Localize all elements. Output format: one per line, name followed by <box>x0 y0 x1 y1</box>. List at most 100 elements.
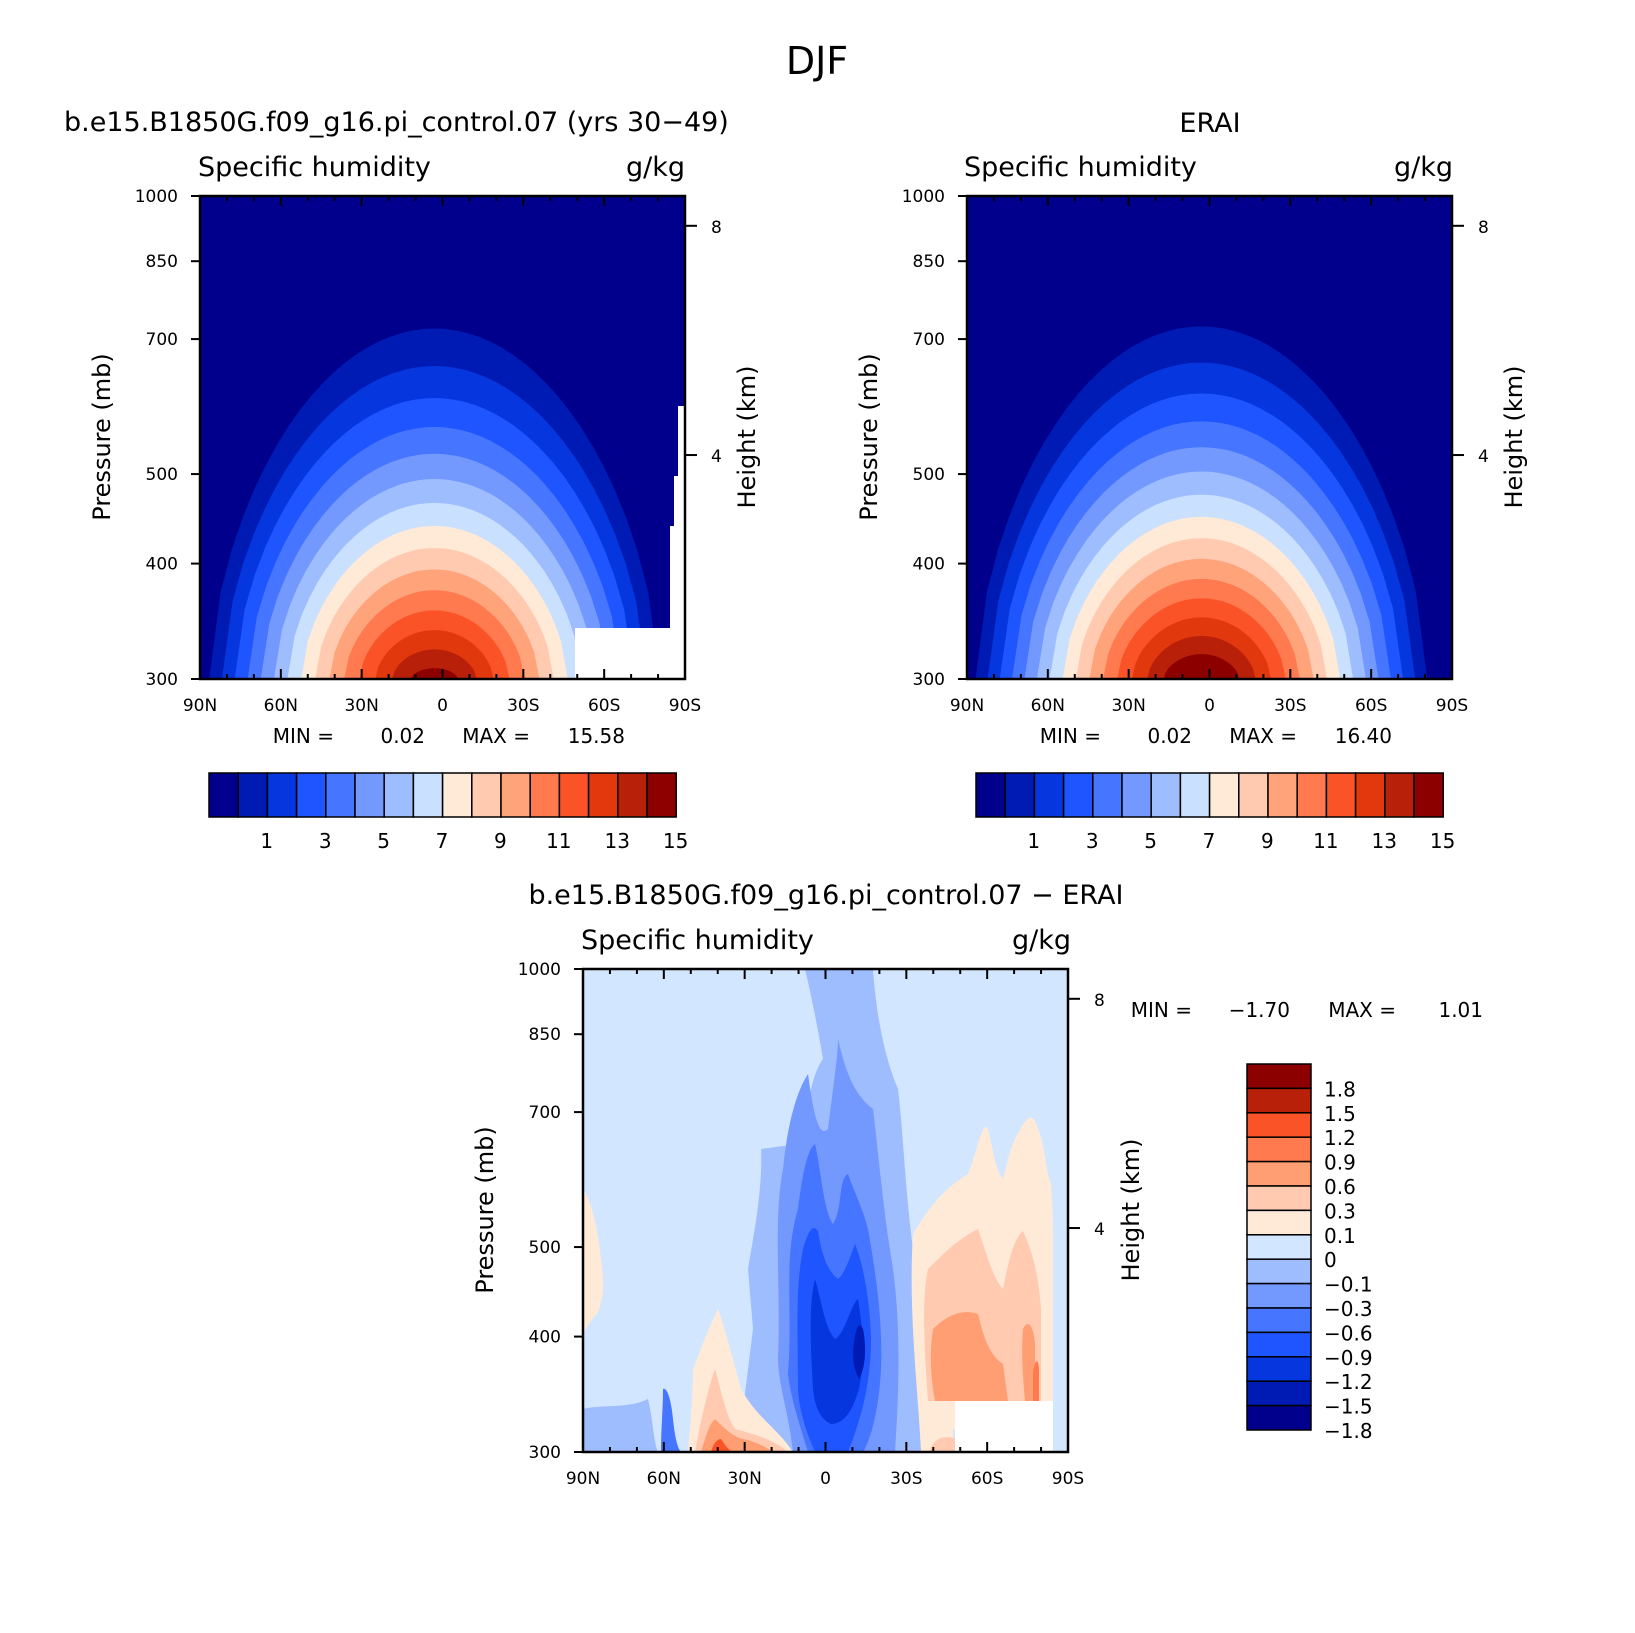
contour-band-level-15 <box>1163 654 1240 679</box>
colorbar-swatch <box>1246 1087 1312 1114</box>
panel-erai-plot-area <box>967 196 1452 679</box>
panel-model-contours <box>203 305 666 679</box>
y2-tick-label: 8 <box>1094 991 1105 1011</box>
x-tick-label: 90N <box>950 696 984 716</box>
panel-erai-min-value: 0.02 <box>1147 724 1192 748</box>
panel-difference-colorbar: 1.81.51.20.90.60.30.10−0.1−0.3−0.6−0.9−1… <box>1246 1063 1373 1443</box>
contour-band-level-15 <box>410 668 458 679</box>
panel-difference-missing-data-mask <box>955 1401 1053 1452</box>
panel-erai-title: ERAI <box>1179 108 1240 139</box>
y2-tick-label: 8 <box>711 218 722 238</box>
x-tick-label: 90N <box>566 1469 600 1489</box>
colorbar-swatch <box>237 772 269 818</box>
y-tick-label: 700 <box>913 330 945 350</box>
colorbar-label: 1.8 <box>1324 1077 1356 1101</box>
panel-erai-y2-axis-label: Height (km) <box>1500 366 1528 509</box>
difference-band-negative-south-pocket <box>661 1388 681 1452</box>
panel-erai-colorbar: 1 3 5 7 9 11 13 15 <box>975 772 1455 853</box>
difference-band-positive-0.6-midlat <box>711 1439 733 1452</box>
colorbar-label: 11 <box>546 829 571 853</box>
colorbar-label: 1.2 <box>1324 1126 1356 1150</box>
colorbar-swatch <box>1246 1063 1312 1090</box>
y2-tick-label: 4 <box>711 447 722 467</box>
colorbar-swatch <box>1246 1112 1312 1138</box>
panel-model-y2-axis-label: Height (km) <box>733 366 761 509</box>
colorbar-label: 7 <box>1203 829 1216 853</box>
colorbar-label: −0.9 <box>1324 1346 1373 1370</box>
panel-model-variable-label: Specific humidity <box>198 152 431 183</box>
x-tick-label: 90S <box>1052 1469 1084 1489</box>
colorbar-swatch <box>1179 772 1211 818</box>
colorbar-swatch <box>325 772 356 818</box>
colorbar-label: 15 <box>663 829 688 853</box>
difference-band-edge <box>1053 1179 1067 1452</box>
colorbar-swatch <box>1092 772 1123 818</box>
x-tick-label: 30N <box>727 1469 761 1489</box>
colorbar-swatch <box>587 772 619 818</box>
y-tick-label: 400 <box>146 555 178 575</box>
colorbar-swatch <box>1246 1307 1312 1334</box>
colorbar-swatch <box>1208 772 1240 818</box>
colorbar-label: −0.6 <box>1324 1321 1373 1345</box>
contour-band-level-14 <box>392 649 477 679</box>
x-tick-label: 30N <box>344 696 378 716</box>
colorbar-label: 1 <box>260 829 273 853</box>
colorbar-swatch <box>1246 1404 1312 1431</box>
x-tick-label: 30S <box>1274 696 1306 716</box>
panel-difference-y-axis-label: Pressure (mb) <box>471 1126 499 1293</box>
difference-band-negative-1.5 <box>853 1325 866 1379</box>
panel-model-plot-area <box>200 196 685 679</box>
panel-model-title: b.e15.B1850G.f09_g16.pi_control.07 (yrs … <box>64 107 729 138</box>
colorbar-swatch <box>412 772 444 818</box>
panel-erai-max-label: MAX = <box>1229 724 1297 748</box>
y-tick-label: 400 <box>529 1328 561 1348</box>
colorbar-label: 13 <box>1371 829 1396 853</box>
x-tick-label: 90N <box>183 696 217 716</box>
panel-erai-y-axis-label: Pressure (mb) <box>855 353 883 520</box>
y2-tick-label: 4 <box>1094 1220 1105 1240</box>
colorbar-swatch <box>1150 772 1182 818</box>
y-tick-label: 500 <box>146 465 178 485</box>
colorbar-label: 9 <box>1261 829 1274 853</box>
colorbar-swatch <box>1413 772 1444 818</box>
y-tick-label: 1000 <box>135 187 178 207</box>
colorbar-swatch <box>1246 1185 1312 1212</box>
y-tick-label: 700 <box>529 1103 561 1123</box>
colorbar-swatch <box>975 772 1006 818</box>
y-tick-label: 300 <box>913 670 945 690</box>
panel-model-units-label: g/kg <box>626 152 685 183</box>
y-tick-label: 300 <box>146 670 178 690</box>
panel-erai-contours <box>969 304 1434 679</box>
x-tick-label: 60N <box>647 1469 681 1489</box>
difference-band-negative-0.1-south <box>583 1399 658 1452</box>
colorbar-swatch <box>354 772 385 818</box>
x-tick-label: 0 <box>1204 696 1215 716</box>
y-tick-label: 1000 <box>902 187 945 207</box>
colorbar-label: −1.2 <box>1324 1370 1373 1394</box>
difference-band-positive-0.6-southeast <box>1033 1361 1039 1401</box>
panel-model-axes: 90N 60N 30N 0 30S 60S 90S 300 400 500 700 850 1000 8 4 <box>135 187 722 716</box>
colorbar-swatch <box>383 772 415 818</box>
colorbar-swatch <box>1062 772 1094 818</box>
colorbar-label: 3 <box>319 829 332 853</box>
y-tick-label: 500 <box>529 1238 561 1258</box>
y-tick-label: 850 <box>529 1025 561 1045</box>
colorbar-label: −0.1 <box>1324 1273 1373 1297</box>
colorbar-label: 9 <box>494 829 507 853</box>
difference-band-positive-0.0-northwest <box>583 1189 604 1334</box>
panel-erai: ERAI Specific humidity g/kg 90N 60N 30N 0 30… <box>855 108 1528 853</box>
colorbar-swatch <box>1246 1258 1312 1285</box>
colorbar-label: 11 <box>1313 829 1338 853</box>
y-tick-label: 700 <box>146 330 178 350</box>
x-tick-label: 60S <box>588 696 620 716</box>
colorbar-swatch <box>529 772 561 818</box>
panel-difference-axes: 90N 60N 30N 0 30S 60S 90S 300 400 500 700 850 1000 8 4 <box>518 960 1105 1489</box>
colorbar-label: 0.3 <box>1324 1199 1356 1223</box>
colorbar-label: 5 <box>1144 829 1157 853</box>
x-tick-label: 60S <box>1355 696 1387 716</box>
x-tick-label: 0 <box>437 696 448 716</box>
panel-difference-y2-axis-label: Height (km) <box>1117 1139 1145 1282</box>
x-tick-label: 30N <box>1111 696 1145 716</box>
x-tick-label: 30S <box>507 696 539 716</box>
